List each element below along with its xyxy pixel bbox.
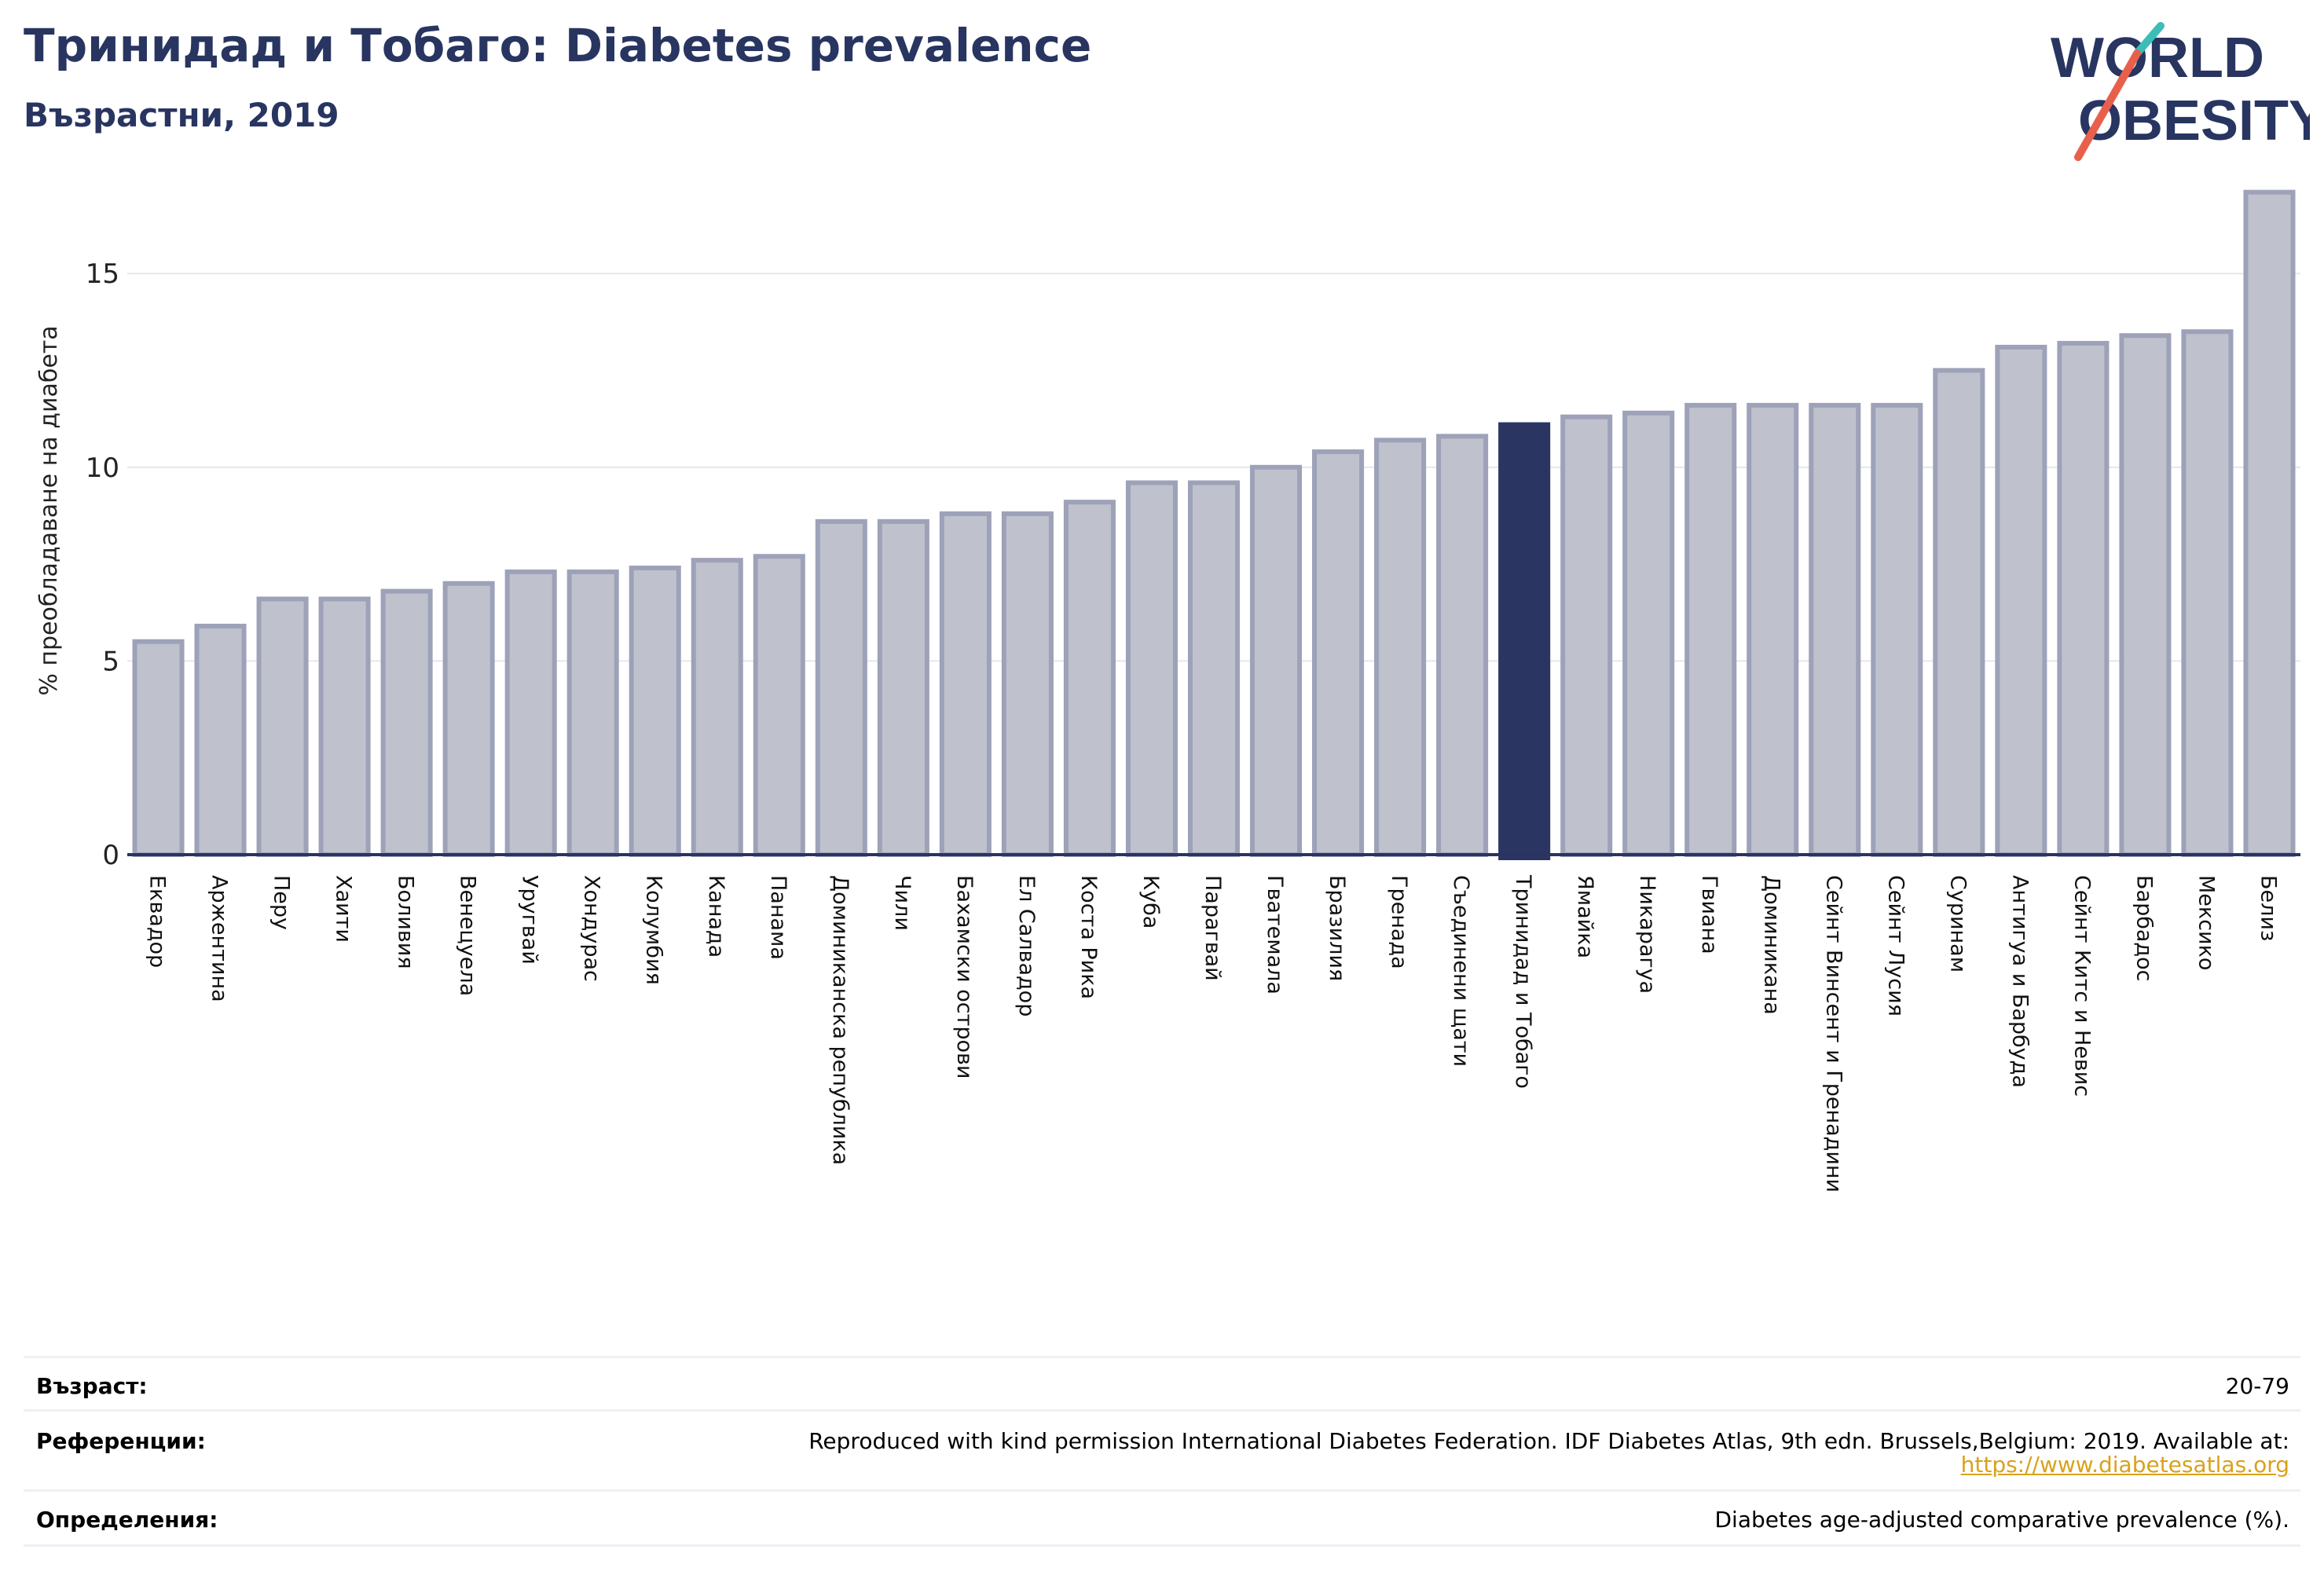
x-tick-label: Ямайка — [1573, 875, 1597, 958]
x-tick-label: Антигуа и Барбуда — [2007, 875, 2032, 1088]
x-tick-label: Хаити — [332, 875, 356, 943]
age-value: 20-79 — [2225, 1373, 2289, 1399]
x-tick-label: Тринидад и Тобаго — [1511, 874, 1535, 1089]
definitions-label: Определения: — [36, 1507, 218, 1533]
chart-title: Тринидад и Тобаго: Diabetes prevalence — [24, 19, 1092, 72]
x-tick-label: Аржентина — [207, 875, 232, 1002]
bar — [1871, 402, 1923, 857]
x-tick-label: Съединени щати — [1449, 875, 1473, 1067]
x-tick-label: Парагвай — [1200, 875, 1225, 981]
y-axis-label: % преобладаване на диабета — [35, 325, 63, 695]
bar — [2181, 329, 2234, 858]
bar — [1001, 511, 1054, 857]
x-tick-label: Перу — [269, 875, 294, 930]
bar — [380, 588, 433, 857]
x-tick-label: Уругвай — [518, 875, 542, 965]
bar-chart: 0 5 10 15 % преобладаване на диабета Еквадор А… — [35, 189, 2300, 1192]
x-tick-label: Боливия — [394, 875, 418, 969]
x-tick-label: Венецуела — [456, 875, 480, 996]
bar — [753, 554, 805, 857]
chart-subtitle: Възрастни, 2019 — [24, 96, 339, 134]
x-tick-label: Гвиана — [1697, 875, 1721, 954]
bar — [1249, 464, 1303, 857]
x-tick-label: Доминиканска република — [828, 875, 852, 1165]
references-text: Reproduced with kind permission Internat… — [808, 1428, 2289, 1454]
definitions-text: Diabetes age-adjusted comparative preval… — [1714, 1507, 2290, 1533]
world-obesity-logo: WORLD OBESITY — [2051, 22, 2310, 161]
x-tick-label: Чили — [890, 875, 915, 931]
x-tick-label: Коста Рика — [1076, 875, 1101, 999]
x-tick-label: Сейнт Лусия — [1883, 875, 1908, 1016]
bar — [1560, 414, 1613, 857]
bar — [1125, 480, 1178, 858]
bar — [318, 596, 371, 857]
x-tick-label: Мексико — [2194, 875, 2218, 970]
y-tick-label: 15 — [86, 258, 119, 290]
bar — [939, 511, 992, 857]
bar — [691, 558, 743, 857]
footer-top-divider — [24, 1356, 2300, 1358]
footer-divider-2 — [24, 1489, 2300, 1492]
bar — [2057, 341, 2110, 857]
x-tick-label: Белиз — [2256, 875, 2280, 941]
bar — [256, 596, 309, 857]
x-tick-label: Барбадос — [2132, 875, 2156, 981]
x-tick-label: Сейнт Китс и Невис — [2069, 875, 2094, 1097]
bar — [629, 566, 681, 858]
bar — [132, 639, 185, 857]
x-tick-label: Бахамски острови — [952, 875, 977, 1079]
x-tick-label: Сейнт Винсент и Гренадини — [1821, 875, 1846, 1192]
bar — [504, 569, 557, 858]
bar — [1498, 422, 1551, 860]
bar — [877, 518, 929, 857]
bar — [815, 518, 867, 857]
logo-line1: WORLD — [2051, 27, 2264, 90]
logo-line2: OBESITY — [2078, 90, 2310, 152]
y-tick-label: 0 — [102, 840, 119, 871]
x-tick-label: Панама — [766, 875, 790, 960]
x-tick-label: Никарагуа — [1635, 875, 1659, 994]
bar — [1312, 449, 1365, 857]
bar — [1187, 480, 1241, 858]
bar — [1436, 434, 1489, 857]
x-tick-label: Доминикана — [1759, 875, 1783, 1015]
footer-bottom-divider — [24, 1544, 2300, 1547]
footer-row-references: Референции: Reproduced with kind permiss… — [24, 1428, 2300, 1483]
bar — [566, 569, 619, 858]
y-tick-label: 5 — [102, 646, 119, 677]
x-tick-label: Ел Салвадор — [1014, 875, 1039, 1016]
age-label: Възраст: — [36, 1373, 148, 1399]
bar — [1622, 410, 1675, 857]
x-tick-label: Канада — [704, 875, 728, 958]
bar — [442, 581, 495, 857]
y-tick-label: 10 — [86, 452, 119, 484]
bar — [1063, 500, 1116, 857]
footer-row-definitions: Определения: Diabetes age-adjusted compa… — [24, 1507, 2300, 1538]
bar — [2119, 333, 2172, 857]
footer-divider-1 — [24, 1409, 2300, 1412]
x-tick-label: Еквадор — [145, 875, 170, 968]
x-tick-label: Гренада — [1387, 875, 1411, 969]
x-tick-label: Колумбия — [642, 875, 666, 985]
x-tick-label: Суринам — [1945, 875, 1970, 972]
x-tick-label: Гватемала — [1263, 875, 1287, 994]
bar — [1809, 402, 1861, 857]
bar — [1684, 402, 1737, 857]
bar — [1747, 402, 1799, 857]
x-tick-label: Бразилия — [1325, 875, 1349, 981]
bar — [2243, 189, 2296, 857]
bar — [1995, 344, 2047, 857]
x-tick-label: Куба — [1138, 875, 1163, 929]
x-tick-label: Хондурас — [580, 875, 604, 982]
bar — [1374, 438, 1427, 857]
references-label: Референции: — [36, 1428, 206, 1454]
references-link[interactable]: https://www.diabetesatlas.org — [1960, 1452, 2289, 1478]
footer-row-age: Възраст: 20-79 — [24, 1373, 2300, 1405]
bar — [1933, 368, 1985, 858]
bar — [194, 624, 247, 857]
